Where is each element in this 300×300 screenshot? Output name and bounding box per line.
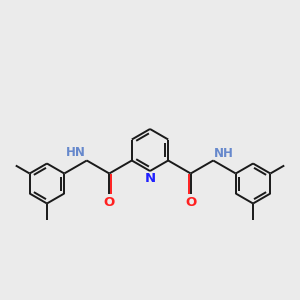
Text: N: N bbox=[144, 172, 156, 185]
Text: NH: NH bbox=[214, 146, 234, 160]
Text: O: O bbox=[104, 196, 115, 209]
Text: O: O bbox=[185, 196, 196, 209]
Text: HN: HN bbox=[66, 146, 86, 160]
